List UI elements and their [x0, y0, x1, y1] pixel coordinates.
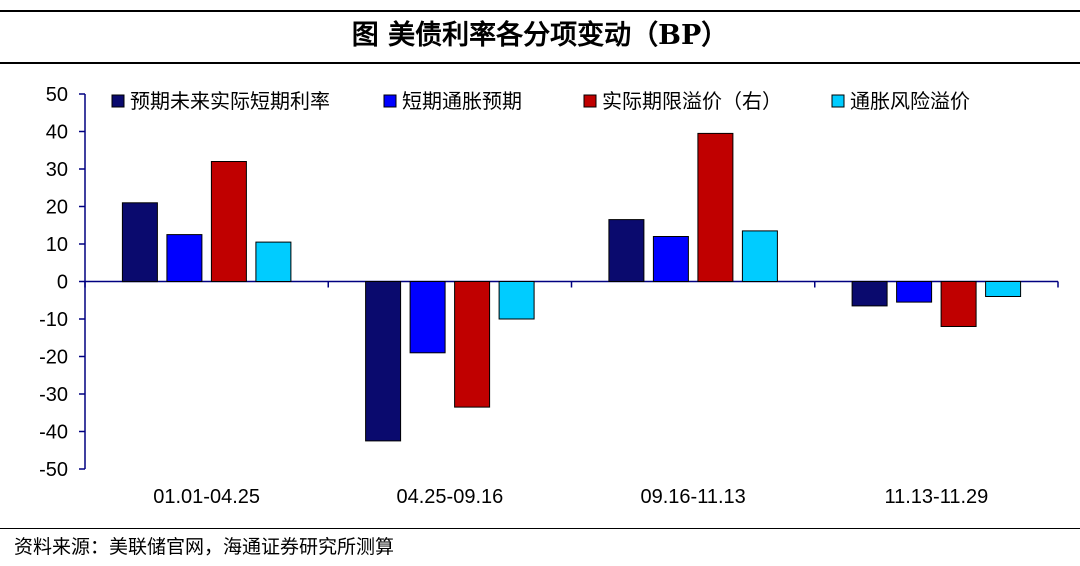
bar-3-3 [697, 132, 734, 282]
bar-1-4 [851, 281, 888, 307]
legend-label: 实际期限溢价（右） [602, 90, 782, 113]
bar-3-1 [210, 161, 247, 282]
bar-2-4 [896, 281, 933, 303]
x-category-label: 11.13-11.29 [884, 486, 988, 508]
legend-swatch [583, 94, 597, 108]
bar-4-3 [741, 230, 778, 282]
bar-1-1 [121, 202, 158, 283]
legend-swatch [831, 94, 845, 108]
bar-2-2 [409, 281, 446, 354]
bar-4-2 [498, 281, 535, 320]
x-category-label: 09.16-11.13 [640, 486, 745, 508]
top-rule [0, 10, 1080, 12]
y-tick-label: 30 [46, 159, 68, 181]
x-axis: 01.01-04.25 04.25-09.16 09.16-11.13 11.13-1… [84, 280, 1059, 508]
bar-3-4 [940, 281, 977, 327]
y-tick-label: -40 [39, 422, 68, 444]
y-tick-label: 10 [46, 234, 68, 256]
y-axis: 50 40 30 20 10 0 -10 -20 -30 -40 -50 [39, 84, 86, 481]
y-tick-label: 0 [57, 272, 68, 294]
bottom-rule [0, 528, 1080, 529]
y-tick-label: 40 [46, 122, 68, 144]
bar-4-4 [985, 281, 1022, 297]
legend-swatch [111, 94, 125, 108]
x-category-label: 01.01-04.25 [153, 486, 260, 508]
legend-swatch [383, 94, 397, 108]
y-tick-label: -10 [39, 309, 68, 331]
y-tick-label: -30 [39, 384, 68, 406]
source-note: 资料来源：美联储官网，海通证券研究所测算 [14, 536, 395, 558]
bar-2-1 [166, 234, 203, 283]
bar-3-2 [454, 281, 491, 408]
y-tick-label: -20 [39, 347, 68, 369]
bar-1-3 [608, 219, 645, 283]
title-rule [0, 62, 1080, 64]
x-category-label: 04.25-09.16 [396, 486, 503, 508]
y-tick-label: 50 [46, 84, 68, 106]
legend: 预期未来实际短期利率 短期通胀预期 实际期限溢价（右） 通胀风险溢价 [111, 90, 970, 113]
legend-label: 预期未来实际短期利率 [130, 90, 330, 113]
legend-label: 短期通胀预期 [402, 90, 522, 113]
legend-label: 通胀风险溢价 [850, 90, 970, 113]
chart-title: 图 美债利率各分项变动（BP） [351, 20, 729, 51]
bar-2-3 [652, 236, 689, 282]
y-tick-label: -50 [39, 459, 68, 481]
bar-4-1 [255, 241, 292, 283]
y-tick-label: 20 [46, 197, 68, 219]
bar-1-2 [365, 281, 402, 442]
bars [121, 132, 1022, 442]
